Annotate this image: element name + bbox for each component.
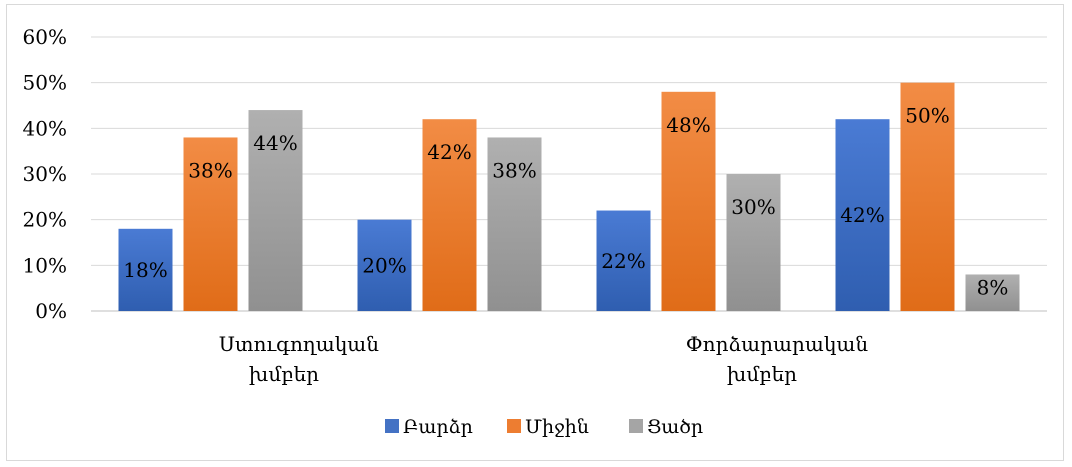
bar	[900, 82, 955, 312]
legend-label: Միջին	[525, 416, 589, 438]
data-label: 38%	[188, 158, 232, 182]
data-labels: 18% 38% 44% 20% 42% 38% 22% 48% 30% 42% 50% 8%	[123, 104, 1008, 300]
data-label: 42%	[840, 203, 884, 227]
bar	[422, 119, 477, 311]
legend-label: Ցածր	[647, 416, 703, 438]
legend-label: Բարձր	[403, 416, 473, 438]
category-label: խմբեր	[249, 362, 319, 386]
bar	[661, 91, 716, 311]
data-label: 48%	[666, 113, 710, 137]
bar	[726, 174, 781, 311]
bar	[183, 137, 238, 311]
data-label: 22%	[601, 249, 645, 273]
y-tick-label: 20%	[23, 208, 67, 232]
data-label: 44%	[253, 131, 297, 155]
bar	[248, 110, 303, 311]
bar	[835, 119, 890, 311]
data-label: 8%	[977, 275, 1009, 299]
bar-chart: 0% 10% 20% 30% 40% 50% 60% 18% 38% 44% 20% 42% 38% 2…	[23, 25, 1047, 438]
category-label: Փորձարարական	[686, 332, 869, 356]
y-axis-ticks: 0% 10% 20% 30% 40% 50% 60%	[23, 25, 67, 323]
x-axis-categories: Ստուգողական խմբեր Փորձարարական խմբեր	[219, 332, 868, 386]
bar	[487, 137, 542, 311]
category-label: Ստուգողական	[219, 332, 379, 356]
y-tick-label: 10%	[23, 253, 67, 277]
bars	[118, 82, 1020, 312]
data-label: 18%	[123, 258, 167, 282]
y-tick-label: 50%	[23, 71, 67, 95]
bar	[357, 219, 412, 311]
data-label: 30%	[731, 195, 775, 219]
data-label: 42%	[427, 140, 471, 164]
data-label: 38%	[492, 158, 536, 182]
chart-frame: 0% 10% 20% 30% 40% 50% 60% 18% 38% 44% 20% 42% 38% 2…	[6, 4, 1064, 461]
y-tick-label: 0%	[35, 299, 67, 323]
bar	[118, 228, 173, 311]
y-tick-label: 60%	[23, 25, 67, 49]
legend-swatch	[385, 419, 399, 433]
bar	[596, 210, 651, 311]
legend-swatch	[507, 419, 521, 433]
legend-swatch	[629, 419, 643, 433]
y-tick-label: 40%	[23, 116, 67, 140]
bar	[965, 274, 1020, 311]
data-label: 20%	[362, 253, 406, 277]
legend: Բարձր Միջին Ցածր	[385, 416, 703, 438]
category-label: խմբեր	[727, 362, 797, 386]
y-tick-label: 30%	[23, 162, 67, 186]
data-label: 50%	[905, 104, 949, 128]
